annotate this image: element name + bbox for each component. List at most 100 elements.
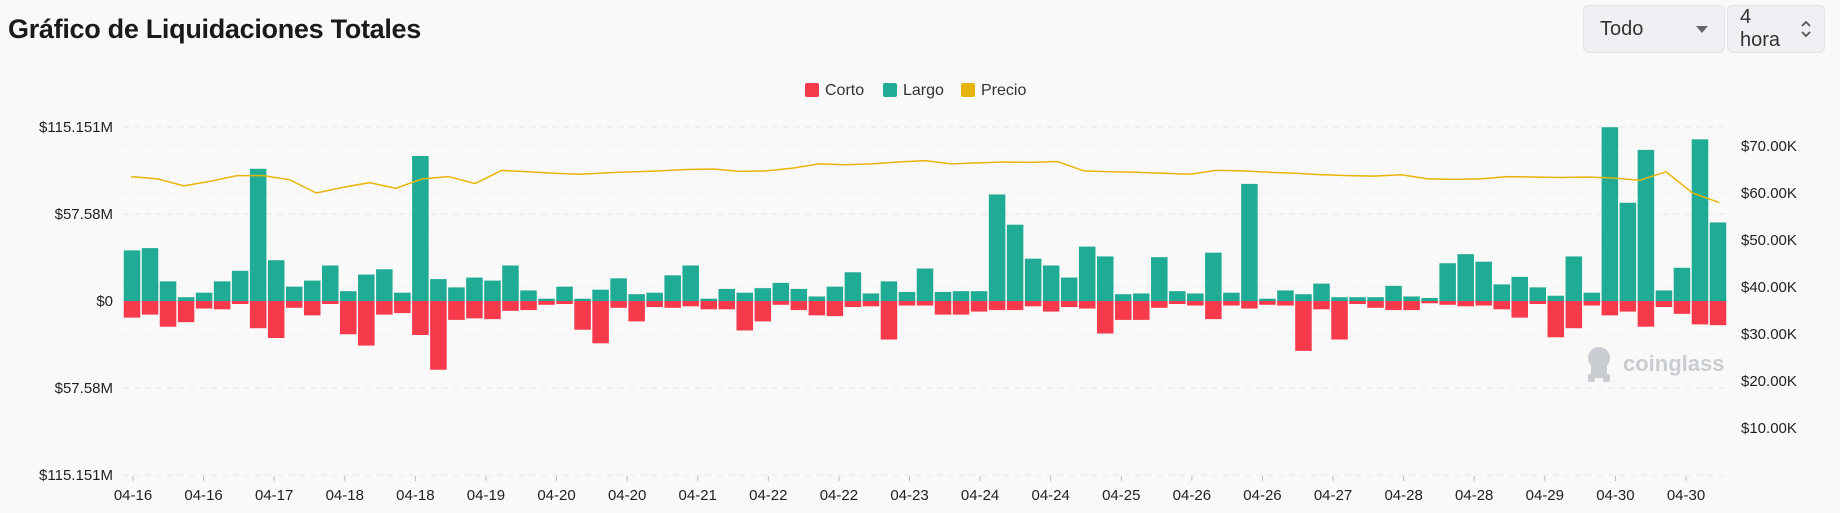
short-bar [610,301,627,308]
short-bar [880,301,898,340]
short-bar [1259,301,1276,305]
short-bar [1151,301,1168,308]
short-bar [1078,301,1096,309]
long-bar [718,288,736,301]
short-bar [1060,301,1078,308]
chart-bars [123,127,1727,370]
x-axis-tick-label: 04-16 [184,487,222,504]
left-axis: $115.151M $57.58M $0 $57.58M $115.151M [39,119,113,484]
short-bar [159,301,177,327]
long-bar [159,281,177,301]
long-bar [1475,261,1492,301]
long-bar [1313,283,1330,301]
long-bar [1133,293,1150,301]
long-bar [303,280,321,301]
long-bar [1547,295,1565,301]
short-bar [1295,301,1312,351]
long-bar [898,291,916,301]
long-bar [1169,291,1186,301]
long-bar [466,277,483,301]
price-series [130,159,1720,204]
x-axis-tick-label: 04-22 [749,487,787,504]
long-bar [754,288,772,301]
long-bar [141,248,159,301]
short-bar [970,301,988,312]
short-bar [628,301,645,322]
short-bar [430,301,447,370]
short-bar [123,301,141,318]
short-bar [1709,301,1727,326]
short-bar [1205,301,1222,320]
short-bar [1601,301,1619,316]
short-bar [1511,301,1529,318]
short-bar [988,301,1006,311]
price-line [130,159,1720,204]
long-bar [880,281,898,301]
x-axis-tick-label: 04-21 [679,487,717,504]
long-bar [1006,224,1024,301]
short-bar [484,301,501,320]
legend-label-long: Largo [903,82,944,99]
left-axis-tick-label: $115.151M [39,119,113,136]
short-bar [285,301,303,308]
long-bar [249,168,267,301]
long-bar [862,293,880,301]
up-down-arrows-icon [1800,19,1812,39]
long-bar [321,265,339,301]
long-bar [556,286,573,301]
interval-select-value: 4 hora [1740,6,1781,51]
short-bar [1421,301,1438,304]
long-bar [267,260,285,301]
long-bar [1024,258,1042,301]
short-bar [340,301,357,335]
long-bar [970,291,988,301]
short-bar [520,301,537,311]
x-axis-tick-label: 04-24 [1031,487,1069,504]
short-bar [1493,301,1510,310]
short-bar [1024,301,1042,307]
long-bar [1511,276,1529,301]
long-bar [1295,294,1312,301]
x-axis-tick-label: 04-17 [255,487,293,504]
x-axis-tick-label: 04-30 [1667,487,1705,504]
long-bar [195,292,213,301]
coinglass-mascot-icon [1588,347,1610,382]
long-bar [394,292,411,301]
short-bar [664,301,681,308]
short-bar [195,301,213,309]
short-bar [1169,301,1186,305]
short-bar [1619,301,1637,312]
symbol-select-value: Todo [1600,17,1644,40]
chart-grid [123,126,1727,476]
symbol-select[interactable]: Todo [1583,5,1725,53]
long-bar [123,250,141,301]
long-bar [646,292,663,301]
short-bar [1439,301,1456,305]
long-bar [808,296,826,301]
legend-swatch-short [805,83,819,97]
interval-select[interactable]: 4 hora [1727,5,1825,53]
short-bar [1367,301,1384,308]
long-bar [213,281,231,301]
x-axis-tick-label: 04-20 [537,487,575,504]
short-bar [1457,301,1474,307]
right-axis-tick-label: $60.00K [1741,185,1797,202]
left-axis-tick-label: $115.151M [39,467,113,484]
long-bar [1114,294,1132,301]
long-bar [952,291,970,301]
long-bar [1277,290,1294,301]
short-bar [556,301,573,305]
x-axis-tick-label: 04-24 [961,487,999,504]
short-bar [808,301,826,316]
long-bar [1565,256,1583,301]
right-axis-tick-label: $30.00K [1741,326,1797,343]
long-bar [826,286,844,301]
x-axis-tick-label: 04-20 [608,487,646,504]
short-bar [1006,301,1024,311]
short-bar [1529,301,1547,305]
short-bar [538,301,555,305]
long-bar [1367,297,1384,301]
long-bar [1529,287,1547,301]
chevron-down-icon [1696,25,1708,33]
